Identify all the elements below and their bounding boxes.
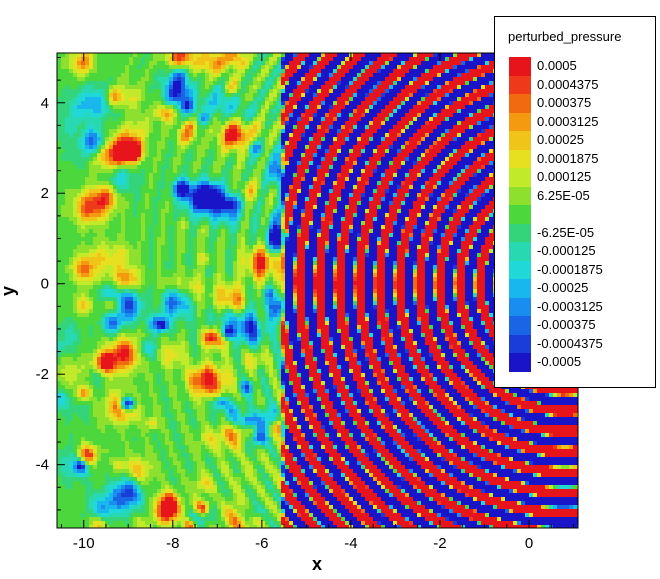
y-axis: 4 2 0 -2 -4 <box>36 57 65 511</box>
y-axis-label: y <box>0 286 18 296</box>
x-tick-label: -2 <box>433 535 446 552</box>
legend-swatch <box>509 75 531 95</box>
legend-swatch <box>509 205 531 224</box>
legend-label: 6.25E-05 <box>537 187 590 203</box>
legend-swatch <box>509 112 531 132</box>
legend-label: -0.000375 <box>537 317 596 332</box>
x-tick-label: -10 <box>73 535 95 552</box>
legend-label: -0.0003125 <box>537 298 603 314</box>
legend-label: 0.0004375 <box>537 76 599 92</box>
legend-label: 0.0003125 <box>537 113 599 129</box>
legend-swatch <box>509 186 531 206</box>
y-tick-label: -2 <box>36 366 49 383</box>
legend-label: 0.000125 <box>537 169 592 184</box>
y-tick-label: 0 <box>41 276 49 293</box>
pressure-field <box>57 53 578 528</box>
legend-label: 0.0001875 <box>537 150 599 166</box>
legend-swatch <box>509 353 531 372</box>
legend-swatch <box>509 260 531 280</box>
legend-label: 0.00025 <box>537 132 584 147</box>
y-tick-label: 4 <box>41 95 49 112</box>
legend-swatch <box>509 94 531 113</box>
legend-label: -0.0001875 <box>537 261 603 277</box>
legend-swatch <box>509 334 531 354</box>
legend-swatch <box>509 131 531 150</box>
legend-swatch <box>509 168 531 187</box>
x-axis: -10 -8 -6 -4 -2 0 <box>60 53 575 552</box>
legend-swatch <box>509 223 531 243</box>
legend-label: -0.00025 <box>537 280 589 295</box>
x-tick-label: -4 <box>344 535 357 552</box>
x-tick-label: -8 <box>166 535 179 552</box>
legend-label: -0.000125 <box>537 243 596 258</box>
legend-label: -0.0004375 <box>537 335 603 351</box>
legend-swatch <box>509 316 531 335</box>
legend-swatch <box>509 297 531 317</box>
legend-swatch <box>509 57 531 76</box>
legend: perturbed_pressure 0.0005 0.0004375 0.0003… <box>494 16 656 388</box>
legend-title: perturbed_pressure <box>508 29 622 44</box>
x-tick-label: 0 <box>525 535 533 552</box>
y-tick-label: 2 <box>41 185 49 202</box>
legend-label: 0.000375 <box>537 95 592 110</box>
y-tick-label: -4 <box>36 457 49 474</box>
x-axis-label: x <box>312 554 322 574</box>
legend-label: -6.25E-05 <box>537 224 595 240</box>
legend-swatch <box>509 242 531 261</box>
x-tick-label: -6 <box>255 535 268 552</box>
legend-swatch <box>509 149 531 169</box>
legend-label: 0.0005 <box>537 58 577 73</box>
legend-swatch <box>509 279 531 298</box>
legend-label: -0.0005 <box>537 354 582 369</box>
